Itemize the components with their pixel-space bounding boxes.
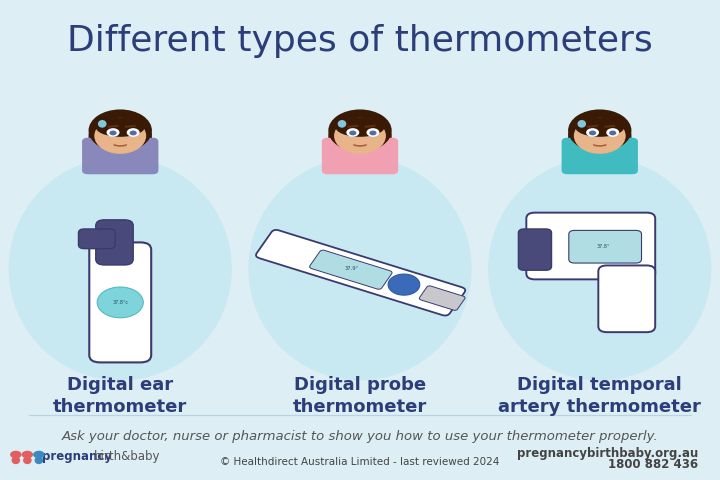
Text: 37.8°c: 37.8°c [112,300,128,305]
FancyBboxPatch shape [526,213,655,279]
FancyBboxPatch shape [310,250,392,289]
Ellipse shape [35,456,43,464]
Circle shape [349,131,356,135]
FancyBboxPatch shape [419,286,465,311]
Circle shape [130,131,137,135]
Text: 1800 882 436: 1800 882 436 [608,458,698,471]
FancyBboxPatch shape [598,265,655,332]
Circle shape [97,287,143,318]
Circle shape [22,451,33,458]
Ellipse shape [574,118,626,154]
FancyBboxPatch shape [78,229,115,249]
Circle shape [107,128,120,137]
Circle shape [369,131,377,135]
Circle shape [109,131,117,135]
FancyBboxPatch shape [82,138,158,174]
Ellipse shape [336,118,384,137]
Text: pregnancy: pregnancy [42,450,112,464]
FancyBboxPatch shape [132,132,152,164]
Circle shape [10,451,22,458]
FancyBboxPatch shape [349,131,371,144]
FancyBboxPatch shape [562,138,638,174]
Ellipse shape [23,456,32,464]
Ellipse shape [575,118,624,137]
Text: Digital temporal
artery thermometer: Digital temporal artery thermometer [498,376,701,416]
Ellipse shape [98,120,107,128]
FancyBboxPatch shape [518,229,552,270]
Circle shape [127,128,140,137]
FancyBboxPatch shape [322,138,398,174]
FancyBboxPatch shape [328,132,348,164]
Ellipse shape [334,118,386,154]
Text: birth&baby: birth&baby [94,450,160,464]
FancyBboxPatch shape [96,220,133,265]
Circle shape [89,109,152,152]
Circle shape [589,131,596,135]
Text: 37.9°: 37.9° [345,266,359,271]
FancyBboxPatch shape [568,132,588,164]
Ellipse shape [96,118,145,137]
Ellipse shape [248,157,472,380]
Ellipse shape [9,157,232,380]
Circle shape [328,109,392,152]
Ellipse shape [577,120,586,128]
Circle shape [366,128,379,137]
Text: © Healthdirect Australia Limited - last reviewed 2024: © Healthdirect Australia Limited - last … [220,457,500,467]
Circle shape [568,109,631,152]
Circle shape [609,131,616,135]
Text: Digital ear
thermometer: Digital ear thermometer [53,376,187,416]
Circle shape [388,274,420,295]
Circle shape [346,128,359,137]
Ellipse shape [94,118,146,154]
Circle shape [33,451,45,458]
Circle shape [606,128,619,137]
FancyBboxPatch shape [109,131,131,144]
Text: Different types of thermometers: Different types of thermometers [67,24,653,58]
FancyBboxPatch shape [89,242,151,362]
Ellipse shape [488,157,711,380]
FancyBboxPatch shape [89,132,108,164]
FancyBboxPatch shape [569,230,642,263]
Ellipse shape [338,120,346,128]
Ellipse shape [12,456,20,464]
FancyBboxPatch shape [589,131,611,144]
Text: pregnancybirthbaby.org.au: pregnancybirthbaby.org.au [517,447,698,460]
Text: Ask your doctor, nurse or pharmacist to show you how to use your thermometer pro: Ask your doctor, nurse or pharmacist to … [62,430,658,444]
Text: 37.8°: 37.8° [597,244,610,249]
Circle shape [586,128,599,137]
FancyBboxPatch shape [372,132,392,164]
Text: Digital probe
thermometer: Digital probe thermometer [293,376,427,416]
FancyBboxPatch shape [612,132,631,164]
FancyBboxPatch shape [256,230,465,315]
